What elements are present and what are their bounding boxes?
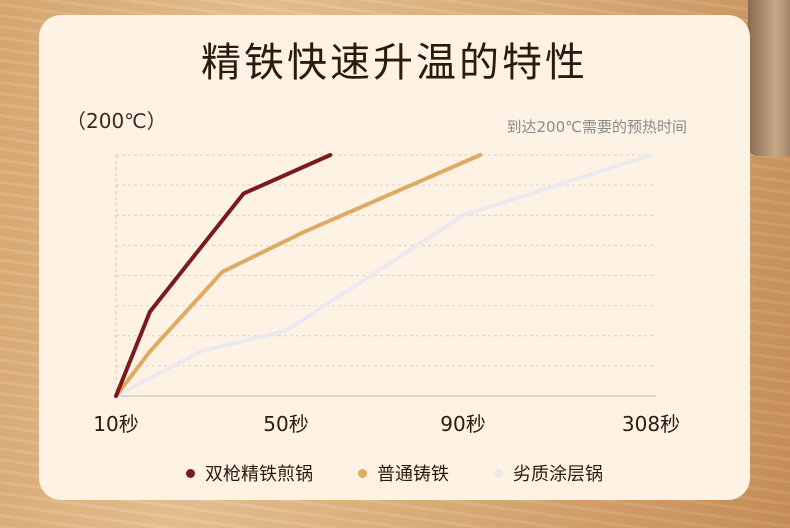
x-tick-308: 308秒 — [621, 412, 681, 436]
legend-dot-2 — [358, 468, 367, 478]
series-line-3 — [114, 153, 653, 398]
x-tick-90: 90秒 — [440, 412, 486, 436]
legend-label-1: 双枪精铁煎锅 — [205, 464, 313, 485]
legend-label-2: 普通铸铁 — [377, 464, 449, 485]
legend: 双枪精铁煎锅 普通铸铁 劣质涂层锅 — [39, 460, 750, 486]
legend-item-3: 劣质涂层锅 — [494, 460, 603, 486]
series-line-1 — [114, 153, 333, 398]
x-tick-50: 50秒 — [263, 412, 309, 436]
grid-lines — [115, 154, 656, 397]
legend-label-3: 劣质涂层锅 — [513, 464, 603, 485]
y-unit-label: （200℃） — [66, 109, 167, 133]
chart-note: 到达200℃需要的预热时间 — [506, 118, 687, 136]
pot-handle-image — [748, 0, 790, 156]
legend-item-2: 普通铸铁 — [358, 460, 449, 486]
line-chart — [114, 153, 656, 398]
series-lines — [114, 153, 653, 398]
series-line-2 — [114, 153, 483, 398]
x-tick-10: 10秒 — [93, 412, 139, 436]
legend-item-1: 双枪精铁煎锅 — [186, 460, 313, 486]
chart-card: 精铁快速升温的特性 （200℃） 到达200℃需要的预热时间 10秒 50秒 9… — [39, 15, 750, 500]
legend-dot-3 — [494, 468, 503, 478]
legend-dot-1 — [186, 468, 195, 478]
page-title: 精铁快速升温的特性 — [201, 40, 588, 86]
